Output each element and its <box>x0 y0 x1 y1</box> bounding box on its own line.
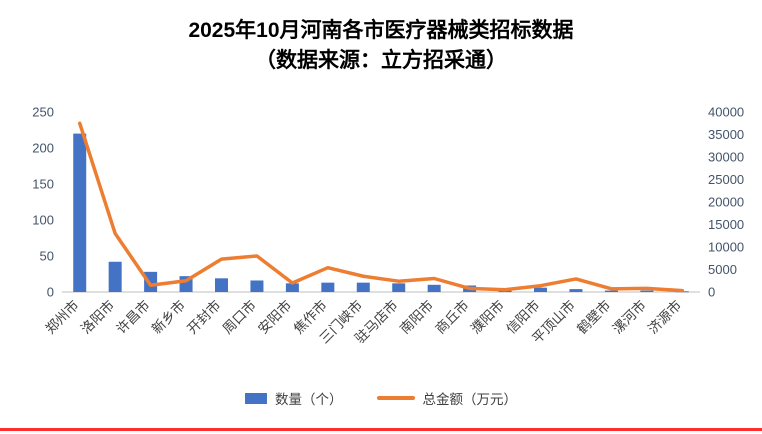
legend-label: 总金额（万元） <box>422 392 518 407</box>
line-swatch-icon <box>376 396 415 400</box>
bar-11 <box>427 284 441 292</box>
bar-1 <box>73 133 87 292</box>
right-axis-tick: 40000 <box>708 105 744 120</box>
right-axis-tick: 0 <box>708 285 715 300</box>
category-label-17: 漯河市 <box>609 297 649 337</box>
bar-9 <box>356 282 370 292</box>
legend-item-amount: 总金额（万元） <box>376 388 518 408</box>
right-axis-tick: 30000 <box>708 150 744 165</box>
bar-5 <box>215 278 228 292</box>
category-label-1: 郑州市 <box>42 297 82 337</box>
chart-title-line2: （数据来源：立方招采通） <box>255 49 507 73</box>
category-label-2: 洛阳市 <box>77 297 117 337</box>
chart-title-line1: 2025年10月河南各市医疗器械类招标数据 <box>188 19 574 42</box>
right-axis-tick: 35000 <box>708 127 744 142</box>
right-axis-tick: 15000 <box>708 217 744 232</box>
right-axis-tick: 10000 <box>708 240 744 255</box>
category-label-16: 鹤壁市 <box>574 297 614 337</box>
bar-17 <box>640 290 654 292</box>
bar-6 <box>250 280 264 292</box>
category-label-5: 开封市 <box>184 297 224 337</box>
bar-16 <box>604 290 618 292</box>
amount-line <box>77 121 685 293</box>
category-label-3: 许昌市 <box>113 297 153 337</box>
category-label-7: 安阳市 <box>255 297 295 337</box>
chart-legend: 数量（个） 总金额（万元） <box>0 388 762 408</box>
left-axis-tick: 50 <box>40 249 54 264</box>
right-axis-tick: 25000 <box>708 172 744 187</box>
bar-8 <box>321 282 335 292</box>
category-label-12: 商丘市 <box>432 297 472 337</box>
left-axis-tick: 250 <box>32 105 54 120</box>
left-axis-tick: 0 <box>47 285 54 300</box>
left-axis-tick: 100 <box>32 213 54 228</box>
bar-2 <box>108 261 122 292</box>
legend-label: 数量（个） <box>275 392 343 407</box>
left-axis-tick: 200 <box>32 141 54 156</box>
right-axis-tick: 5000 <box>708 262 737 277</box>
category-label-13: 濮阳市 <box>467 297 507 337</box>
bar-10 <box>392 283 406 292</box>
bottom-divider <box>0 428 762 431</box>
bar-3 <box>144 271 158 292</box>
category-label-6: 周口市 <box>219 297 259 337</box>
category-label-18: 济源市 <box>644 297 684 337</box>
right-axis-tick: 20000 <box>708 195 744 210</box>
left-axis-tick: 150 <box>32 177 54 192</box>
combo-chart: 0 50 100 150 200 250 0 5000 10000 15000 20000 25000… <box>32 105 744 347</box>
bar-swatch-icon <box>245 392 267 404</box>
category-label-11: 南阳市 <box>396 297 436 337</box>
chart-title: 2025年10月河南各市医疗器械类招标数据 （数据来源：立方招采通） <box>0 16 762 77</box>
category-label-4: 新乡市 <box>148 297 188 337</box>
bar-7 <box>285 283 299 292</box>
bar-14 <box>534 287 547 292</box>
bar-15 <box>569 289 583 292</box>
legend-item-quantity: 数量（个） <box>245 388 343 408</box>
